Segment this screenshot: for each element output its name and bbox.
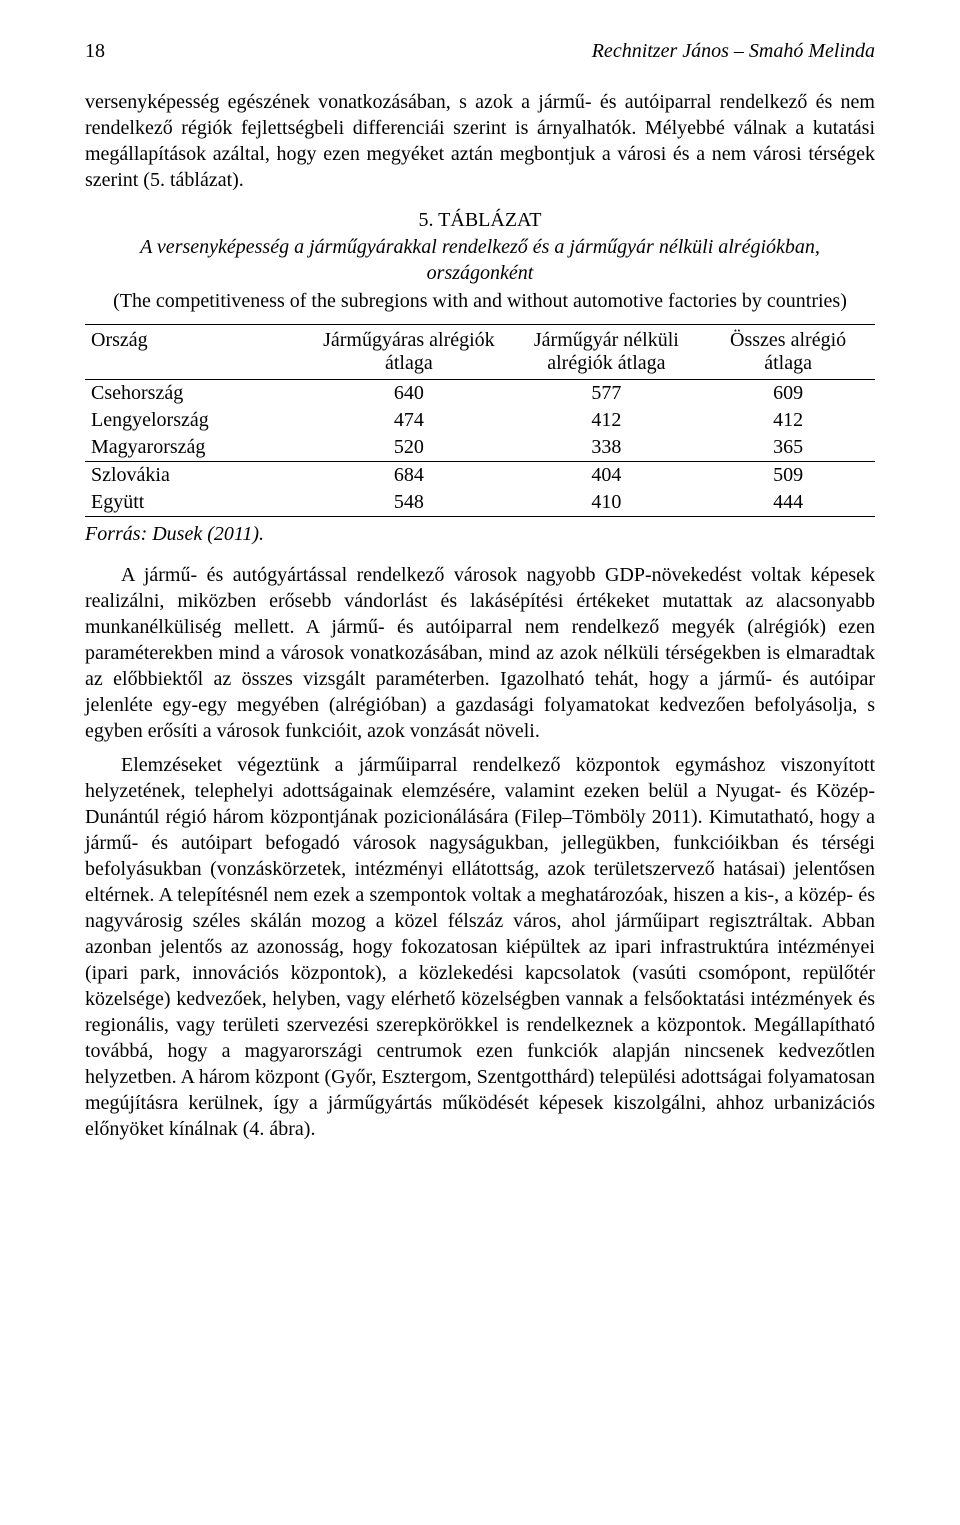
table-caption-number: 5. TÁBLÁZAT: [85, 209, 875, 232]
cell-value: 412: [512, 407, 702, 434]
table-row-total: Együtt 548 410 444: [85, 489, 875, 517]
running-head-text: Rechnitzer János – Smahó Melinda: [592, 40, 875, 63]
paragraph-1: versenyképesség egészének vonatkozásában…: [85, 89, 875, 193]
table-row: Lengyelország 474 412 412: [85, 407, 875, 434]
cell-value: 474: [306, 407, 511, 434]
cell-country: Együtt: [85, 489, 306, 517]
table-caption-title: A versenyképesség a járműgyárakkal rende…: [85, 234, 875, 286]
cell-value: 684: [306, 462, 511, 490]
table-row: Szlovákia 684 404 509: [85, 462, 875, 490]
cell-country: Lengyelország: [85, 407, 306, 434]
cell-country: Szlovákia: [85, 462, 306, 490]
cell-value: 365: [701, 434, 875, 462]
cell-value: 548: [306, 489, 511, 517]
cell-value: 577: [512, 380, 702, 408]
paragraph-3: Elemzéseket végeztünk a járműiparral ren…: [85, 752, 875, 1142]
col-country: Ország: [85, 325, 306, 380]
cell-value: 410: [512, 489, 702, 517]
cell-country: Magyarország: [85, 434, 306, 462]
running-head: 18 Rechnitzer János – Smahó Melinda: [85, 40, 875, 63]
page-number: 18: [85, 40, 105, 63]
document-page: 18 Rechnitzer János – Smahó Melinda vers…: [0, 0, 960, 1525]
cell-value: 404: [512, 462, 702, 490]
col-without-factory: Járműgyár nélküli alrégiók átlaga: [512, 325, 702, 380]
table-source-note: Forrás: Dusek (2011).: [85, 523, 875, 546]
cell-value: 640: [306, 380, 511, 408]
table-5-block: 5. TÁBLÁZAT A versenyképesség a járműgyá…: [85, 209, 875, 546]
table-header-row: Ország Járműgyáras alrégiók átlaga Jármű…: [85, 325, 875, 380]
cell-value: 338: [512, 434, 702, 462]
cell-country: Csehország: [85, 380, 306, 408]
col-with-factory: Járműgyáras alrégiók átlaga: [306, 325, 511, 380]
cell-value: 444: [701, 489, 875, 517]
cell-value: 509: [701, 462, 875, 490]
table-5: Ország Járműgyáras alrégiók átlaga Jármű…: [85, 324, 875, 517]
table-caption-subtitle: (The competitiveness of the subregions w…: [85, 288, 875, 314]
table-row: Magyarország 520 338 365: [85, 434, 875, 462]
table-row: Csehország 640 577 609: [85, 380, 875, 408]
cell-value: 412: [701, 407, 875, 434]
col-all: Összes alrégió átlaga: [701, 325, 875, 380]
paragraph-2: A jármű- és autógyártással rendelkező vá…: [85, 562, 875, 744]
cell-value: 520: [306, 434, 511, 462]
cell-value: 609: [701, 380, 875, 408]
